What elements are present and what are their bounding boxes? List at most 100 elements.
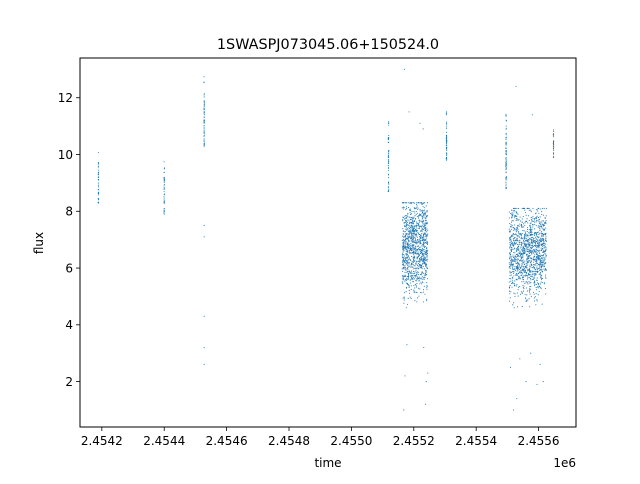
data-point [425,263,427,265]
data-point [405,233,407,235]
data-point [408,250,410,252]
data-point [540,249,543,251]
data-point [543,244,545,246]
data-point [413,289,415,291]
data-point [423,213,425,216]
data-point [415,241,418,243]
data-point [516,292,518,294]
data-point [163,211,165,213]
data-point [541,239,543,241]
data-point [545,215,547,217]
data-point [416,260,418,263]
data-point [509,366,512,368]
data-point [419,241,422,243]
data-point [517,248,519,250]
data-point [526,248,528,250]
data-point [533,270,535,272]
data-point [446,158,448,160]
data-point [512,304,514,306]
data-point [405,238,407,240]
data-point [513,292,515,294]
data-point [513,207,515,209]
data-point [531,276,533,278]
data-point [527,261,529,263]
data-point [410,238,412,240]
data-point [539,283,541,285]
x-axis-label: time [314,456,341,470]
data-point [529,251,531,253]
data-point [401,275,404,277]
data-point [446,155,448,157]
data-point [543,240,545,242]
data-point [415,225,417,227]
data-point [517,263,519,265]
data-point [415,211,417,213]
data-point [404,221,407,223]
data-point [534,248,536,250]
data-point [203,125,205,127]
data-point [406,224,408,227]
data-point [425,215,427,217]
data-point [419,283,421,285]
data-point [424,256,426,258]
data-point [425,224,427,226]
data-point [530,237,532,239]
data-point [523,239,525,241]
data-point [403,302,405,304]
data-point [531,271,533,273]
data-point [419,220,421,222]
data-point [402,278,404,280]
data-point [542,235,544,237]
data-point [537,239,539,241]
data-point [417,222,419,225]
data-point [508,265,510,268]
data-point [403,202,405,204]
data-point [521,306,523,308]
data-point [541,274,543,276]
data-point [416,243,418,245]
data-point [524,238,526,240]
data-point [533,272,535,274]
data-point [514,255,516,257]
data-point [415,242,417,244]
data-point [414,229,416,231]
data-point [515,218,517,220]
data-point [418,295,420,297]
data-point [423,246,425,248]
data-point [530,248,532,250]
data-point [537,294,539,296]
data-point [512,227,514,229]
data-point [533,277,535,279]
data-point [421,203,424,205]
data-point [509,267,511,269]
data-point [203,76,205,78]
data-point [511,248,513,250]
data-point [410,252,412,254]
data-point [419,243,421,245]
data-point [415,274,417,276]
data-point [422,250,424,252]
data-point [536,216,538,218]
data-point [404,265,406,267]
data-point [417,253,420,255]
data-point [406,249,408,251]
data-point [406,226,408,228]
data-point [510,224,512,226]
data-point [540,279,542,281]
data-point [402,230,404,232]
data-point [523,251,525,254]
data-point [534,224,536,226]
data-point [403,208,405,210]
data-point [163,213,165,215]
data-point [514,267,516,270]
data-point [519,255,522,257]
data-point [403,296,405,298]
data-point [553,141,555,143]
data-point [417,287,420,289]
data-point [534,254,536,256]
data-point [552,152,555,154]
data-point [516,278,518,280]
data-point [413,247,415,249]
data-point [423,268,425,270]
